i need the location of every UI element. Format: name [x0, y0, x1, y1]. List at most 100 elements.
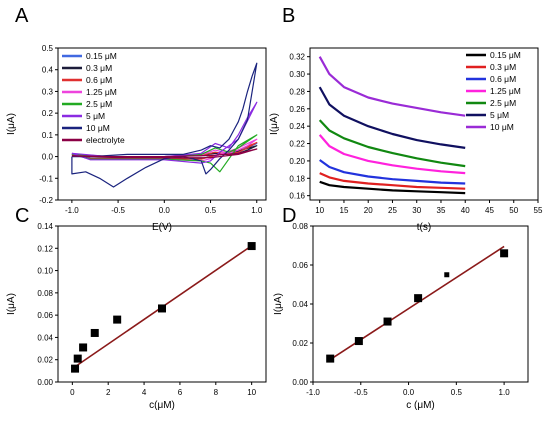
x-tick-label-b-0: 10: [315, 206, 324, 215]
data-point-c-3: [90, 328, 99, 337]
series-line-b-4: [318, 119, 466, 168]
y-tick-label-b-7: 0.30: [289, 70, 305, 79]
legend-label-a-4: 2.5 μM: [86, 99, 112, 109]
y-tick-label-a-2: 0.0: [42, 153, 54, 162]
x-tick-label-a-3: 0.5: [205, 206, 217, 215]
x-tick-label-d-4: 1.0: [499, 388, 511, 397]
y-tick-label-b-1: 0.18: [289, 174, 305, 183]
y-tick-label-d-3: 0.06: [292, 261, 308, 270]
y-axis-title-d: I(μA): [273, 293, 284, 315]
x-tick-label-b-1: 15: [340, 206, 349, 215]
x-tick-label-a-2: 0.0: [159, 206, 171, 215]
data-point-d-4: [444, 272, 450, 278]
legend-label-b-3: 1.25 μM: [490, 86, 521, 96]
x-tick-label-b-7: 45: [485, 206, 494, 215]
x-tick-label-b-4: 30: [412, 206, 421, 215]
series-line-b-0: [319, 180, 466, 195]
data-point-d-5: [500, 249, 509, 258]
x-tick-label-d-1: -0.5: [354, 388, 368, 397]
panel-label-d: D: [282, 205, 297, 227]
y-tick-label-b-5: 0.26: [289, 105, 305, 114]
legend-label-a-5: 5 μM: [86, 111, 105, 121]
chart-a: -1.0 -0.5 0.0 0.5 1.0 -0.2 -0.1 0.0 0.1 0.2 0.3 0.4…: [6, 44, 267, 233]
series-line-a-5: [71, 101, 258, 164]
data-point-d-1: [354, 337, 363, 346]
y-tick-label-a-6: 0.4: [42, 66, 54, 75]
x-tick-label-c-4: 8: [214, 388, 219, 397]
y-axis-title-b: I(μA): [269, 113, 280, 135]
series-line-b-5: [318, 86, 466, 149]
legend-label-b-6: 10 μM: [490, 122, 514, 132]
x-axis-title-d: c (μM): [406, 400, 435, 411]
x-tick-label-b-5: 35: [437, 206, 446, 215]
legend-label-a-6: 10 μM: [86, 123, 110, 133]
data-point-d-2: [383, 317, 392, 326]
legend-label-b-5: 5 μM: [490, 110, 509, 120]
data-point-c-0: [71, 364, 80, 373]
legend-label-b-0: 0.15 μM: [490, 50, 521, 60]
y-tick-label-a-4: 0.2: [42, 109, 54, 118]
plot-frame-a: [57, 47, 267, 201]
x-axis-title-a: E(V): [152, 222, 172, 233]
x-tick-label-b-3: 25: [388, 206, 397, 215]
y-tick-label-b-8: 0.32: [289, 53, 305, 62]
x-axis-title-b: t(s): [417, 222, 431, 233]
x-tick-label-b-6: 40: [461, 206, 470, 215]
x-tick-label-b-8: 50: [509, 206, 518, 215]
legend-label-b-2: 0.6 μM: [490, 74, 516, 84]
data-layer-c: [71, 242, 256, 373]
panel-label-a: A: [15, 5, 29, 27]
legend-a: 0.15 μM 0.3 μM 0.6 μM 1.25 μM 2.5 μM 5 μM 10 μ…: [62, 51, 125, 145]
data-layer-d: [326, 245, 509, 363]
series-line-b-1: [319, 172, 466, 190]
x-tick-label-a-0: -1.0: [65, 206, 79, 215]
plot-frame-b: [309, 47, 539, 201]
y-axis-title-c: I(μA): [6, 293, 17, 315]
x-tick-label-b-9: 55: [534, 206, 543, 215]
legend-label-a-2: 0.6 μM: [86, 75, 112, 85]
y-tick-label-d-4: 0.08: [292, 222, 308, 231]
y-tick-label-c-1: 0.02: [37, 356, 53, 365]
data-point-d-0: [326, 354, 335, 363]
plot-frame-c: [57, 225, 267, 383]
chart-d: -1.0 -0.5 0.0 0.5 1.0 0.00 0.02 0.04 0.06 0.08 c (…: [273, 222, 529, 411]
y-tick-label-b-6: 0.28: [289, 87, 305, 96]
chart-b: 10 15 20 25 30 35 40 45 50 55 0.16 0.18 0.20 0.22 0.24…: [269, 47, 543, 233]
y-tick-label-b-3: 0.22: [289, 140, 305, 149]
data-point-c-1: [73, 354, 82, 363]
y-tick-label-b-0: 0.16: [289, 192, 305, 201]
x-tick-label-b-2: 20: [364, 206, 373, 215]
series-line-b-2: [319, 159, 466, 185]
x-tick-label-c-2: 4: [142, 388, 147, 397]
y-tick-label-c-7: 0.14: [37, 222, 53, 231]
x-tick-label-d-3: 0.5: [451, 388, 463, 397]
y-tick-label-a-5: 0.3: [42, 87, 54, 96]
data-point-c-4: [113, 315, 122, 324]
y-tick-label-a-3: 0.1: [42, 131, 54, 140]
legend-label-a-0: 0.15 μM: [86, 51, 117, 61]
x-tick-label-a-1: -0.5: [111, 206, 125, 215]
x-tick-label-d-2: 0.0: [403, 388, 415, 397]
legend-label-b-1: 0.3 μM: [490, 62, 516, 72]
y-tick-label-c-3: 0.06: [37, 311, 53, 320]
y-tick-label-c-6: 0.12: [37, 244, 53, 253]
x-tick-label-c-3: 6: [178, 388, 183, 397]
plot-frame-d: [312, 225, 529, 383]
panel-label-b: B: [282, 5, 296, 27]
y-tick-label-b-4: 0.24: [289, 122, 305, 131]
y-tick-label-a-0: -0.2: [39, 196, 53, 205]
y-tick-label-d-2: 0.04: [292, 300, 308, 309]
data-point-c-5: [158, 304, 166, 313]
legend-label-a-3: 1.25 μM: [86, 87, 117, 97]
series-line-a-7: [71, 148, 258, 159]
x-tick-label-c-1: 2: [106, 388, 111, 397]
legend-b: 0.15 μM 0.3 μM 0.6 μM 1.25 μM 2.5 μM 5 μM 10 μ…: [466, 50, 521, 132]
legend-label-a-7: electrolyte: [86, 135, 125, 145]
y-tick-label-c-2: 0.04: [37, 333, 53, 342]
data-point-d-3: [414, 294, 423, 303]
series-line-b-3: [318, 134, 466, 175]
y-tick-label-a-7: 0.5: [42, 44, 54, 53]
y-axis-title-a: I(μA): [6, 113, 17, 135]
y-tick-label-d-1: 0.02: [292, 339, 308, 348]
